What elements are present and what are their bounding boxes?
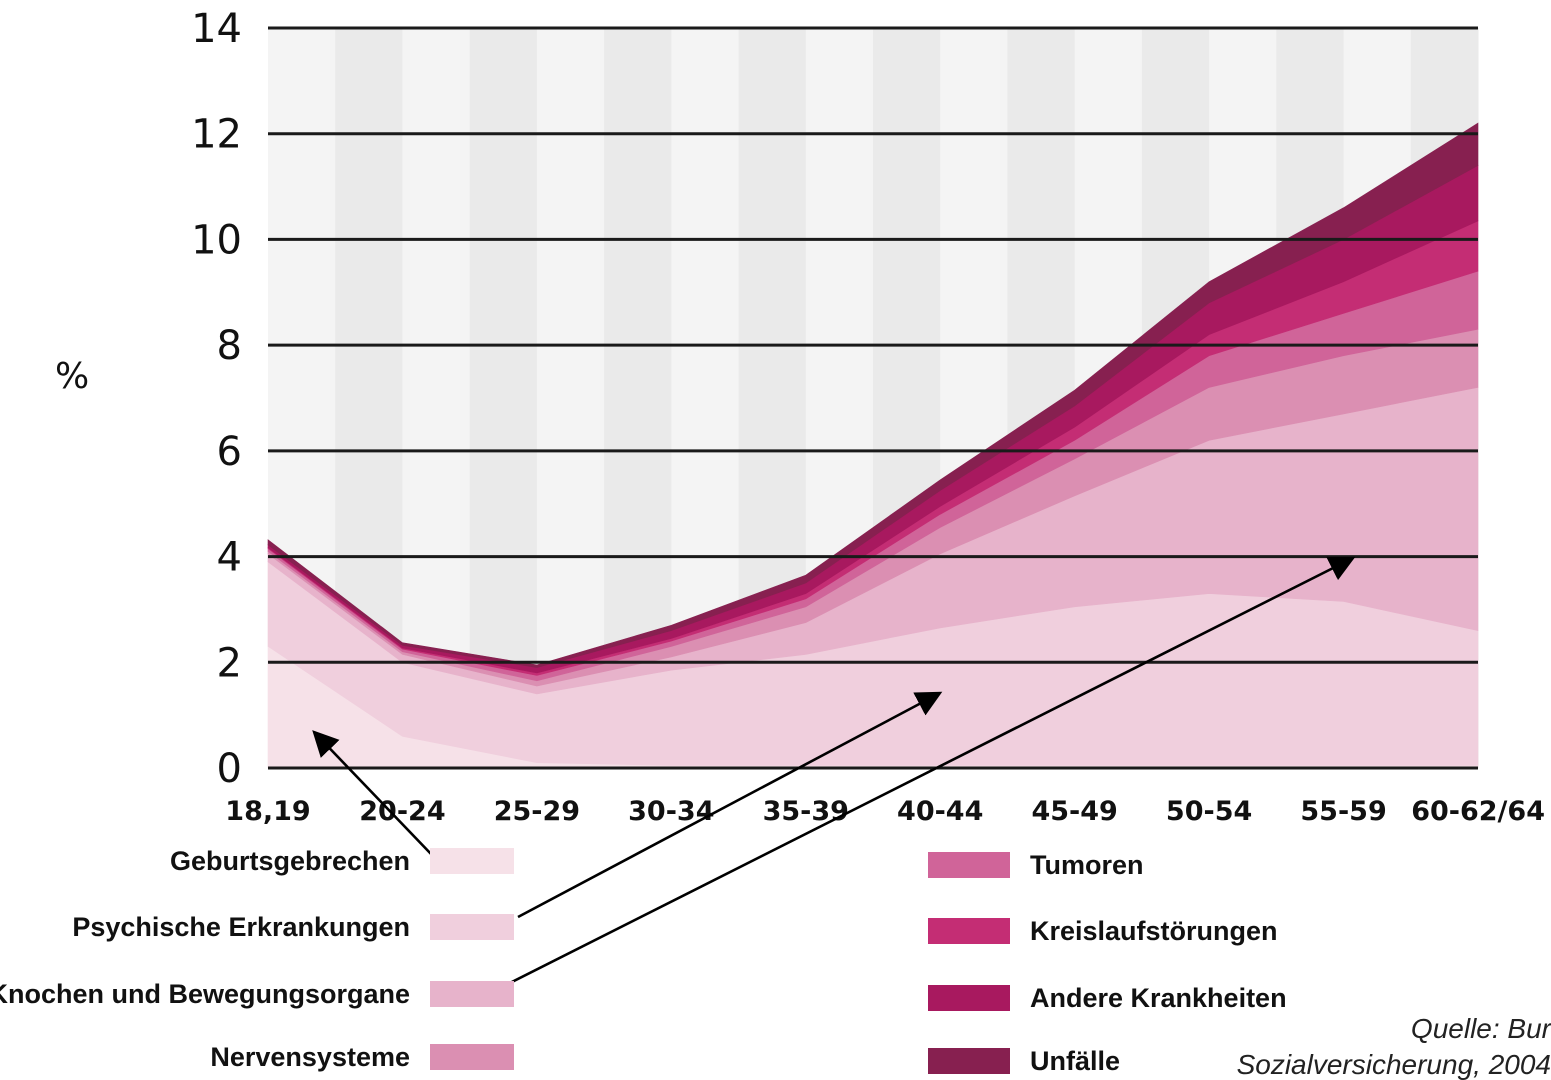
x-tick-label: 45-49 xyxy=(1031,796,1117,827)
legend-swatch xyxy=(430,981,514,1007)
source-line: Quelle: Bur xyxy=(1411,1013,1551,1044)
source-line: Sozialversicherung, 2004 xyxy=(1237,1049,1551,1080)
legend-label: Nervensysteme xyxy=(210,1042,410,1072)
x-tick-label: 35-39 xyxy=(763,796,849,827)
gridlines xyxy=(268,26,1478,770)
x-tick-label: 25-29 xyxy=(494,796,580,827)
y-axis-ticks: 0 2 4 6 8 10 12 14 xyxy=(191,6,242,792)
legend-swatch xyxy=(928,1048,1010,1074)
x-tick-label: 50-54 xyxy=(1166,796,1252,827)
legend-arrow xyxy=(312,730,433,856)
legend-label: Unfälle xyxy=(1030,1046,1120,1076)
y-tick-label: 4 xyxy=(217,535,242,581)
source-note: Quelle: Bur Sozialversicherung, 2004 xyxy=(1237,1013,1551,1080)
x-tick-label: 60-62/64 xyxy=(1411,796,1545,827)
y-tick-label: 0 xyxy=(217,746,242,792)
legend-arrows xyxy=(312,556,1356,986)
legend-swatch xyxy=(430,848,514,874)
y-tick-label: 14 xyxy=(191,6,242,52)
legend-swatch xyxy=(928,918,1010,944)
y-tick-label: 12 xyxy=(191,112,242,158)
y-tick-label: 6 xyxy=(217,429,242,475)
background-band xyxy=(469,28,538,768)
x-tick-label: 18,19 xyxy=(225,796,310,827)
x-axis-ticks: 18,19 20-24 25-29 30-34 35-39 40-44 45-49 50-54… xyxy=(225,796,1545,827)
legend-label: Andere Krankheiten xyxy=(1030,983,1287,1013)
x-tick-label: 40-44 xyxy=(897,796,983,827)
legend-label: Knochen und Bewegungsorgane xyxy=(0,979,410,1009)
y-axis-label: % xyxy=(55,356,89,397)
legend-arrow xyxy=(517,691,943,919)
legend-swatch xyxy=(430,1044,514,1070)
legend-swatch xyxy=(928,985,1010,1011)
legend-label: Kreislaufstörungen xyxy=(1030,916,1278,946)
legend-label: Tumoren xyxy=(1030,850,1144,880)
area-unfälle xyxy=(267,122,1479,668)
y-tick-label: 10 xyxy=(191,217,242,263)
x-tick-label: 20-24 xyxy=(359,796,445,827)
legend-label: Geburtsgebrechen xyxy=(170,846,410,876)
legend-swatch xyxy=(430,914,514,940)
y-tick-label: 8 xyxy=(217,323,242,369)
x-tick-label: 55-59 xyxy=(1300,796,1386,827)
x-tick-label: 30-34 xyxy=(628,796,714,827)
legend-label: Psychische Erkrankungen xyxy=(72,912,410,942)
background-band xyxy=(536,28,605,768)
y-tick-label: 2 xyxy=(217,640,242,686)
legend: Geburtsgebrechen Psychische Erkrankungen K… xyxy=(0,846,1287,1076)
legend-arrow xyxy=(507,556,1356,986)
legend-swatch xyxy=(928,852,1010,878)
